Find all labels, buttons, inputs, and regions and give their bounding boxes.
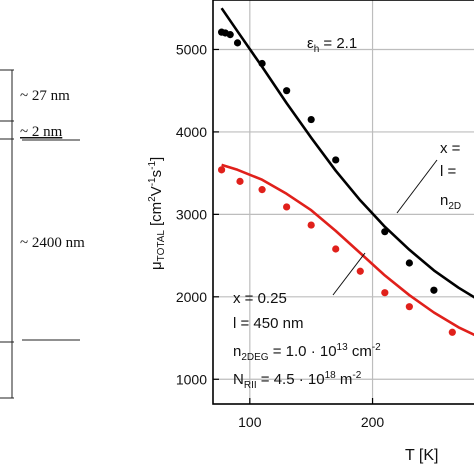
fit-curves xyxy=(220,7,474,337)
data-point-series-1 xyxy=(405,259,413,267)
data-point-series-1 xyxy=(233,39,242,47)
data-points xyxy=(217,28,456,336)
annotation-epsilon: εh = 2.1 xyxy=(307,35,357,55)
layer-label-2400nm: ~ 2400 nm xyxy=(20,235,85,251)
annotation-black-n: n2D xyxy=(440,192,461,212)
fit-curve-series-1 xyxy=(220,7,474,299)
annotation-black-x: x = xyxy=(440,140,461,157)
plot: 100 200 1000 2000 3000 4000 5000 μTOTAL[cm2V-1… xyxy=(147,0,474,464)
layer-label-2nm: ~ 2 nm xyxy=(20,124,63,140)
annotation-black-l: l = xyxy=(440,163,457,180)
x-tick-label: 100 xyxy=(238,414,262,430)
y-tick-label: 2000 xyxy=(176,289,207,305)
data-point-series-2 xyxy=(381,289,389,297)
annotation-pointer-black xyxy=(396,159,438,214)
annotation-red-x: x = 0.25 xyxy=(233,290,287,307)
data-point-series-1 xyxy=(332,156,340,164)
annotation-red-n2deg: n2DEG = 1.0 · 1013 cm-2 xyxy=(233,342,381,363)
grid xyxy=(213,0,474,404)
data-point-series-2 xyxy=(217,166,226,174)
annotation-pointer-red xyxy=(332,252,366,296)
data-point-series-1 xyxy=(258,59,266,68)
data-point-series-2 xyxy=(405,303,413,311)
annotation-red-nrii: NRII = 4.5 · 1018 m-2 xyxy=(233,370,362,391)
fit-curve-series-2 xyxy=(221,163,474,337)
data-point-series-2 xyxy=(283,203,291,211)
data-point-series-1 xyxy=(430,286,438,294)
data-point-series-2 xyxy=(307,221,315,229)
x-tick-label: 200 xyxy=(361,414,385,430)
ticks: 100 200 1000 2000 3000 4000 5000 xyxy=(176,41,385,430)
annotation-red-l: l = 450 nm xyxy=(233,315,303,332)
data-point-series-1 xyxy=(307,115,315,124)
data-point-series-2 xyxy=(236,177,244,185)
data-point-series-1 xyxy=(283,87,291,95)
layer-structure: ~ 27 nm ~ 2 nm ~ 2400 nm xyxy=(0,69,85,399)
data-point-series-1 xyxy=(226,31,234,39)
y-axis-label: μTOTAL[cm2V-1s-1] xyxy=(147,157,167,270)
y-tick-label: 4000 xyxy=(176,124,207,140)
y-tick-label: 3000 xyxy=(176,206,207,222)
data-point-series-2 xyxy=(356,267,364,275)
layer-label-27nm: ~ 27 nm xyxy=(20,88,70,104)
data-point-series-2 xyxy=(448,328,456,336)
data-point-series-2 xyxy=(332,245,340,253)
y-tick-label: 5000 xyxy=(176,41,207,57)
plot-frame xyxy=(212,0,474,405)
data-point-series-1 xyxy=(381,228,389,236)
x-axis-label: T [K] xyxy=(405,447,439,464)
y-tick-label: 1000 xyxy=(176,371,207,387)
data-point-series-2 xyxy=(258,186,266,194)
